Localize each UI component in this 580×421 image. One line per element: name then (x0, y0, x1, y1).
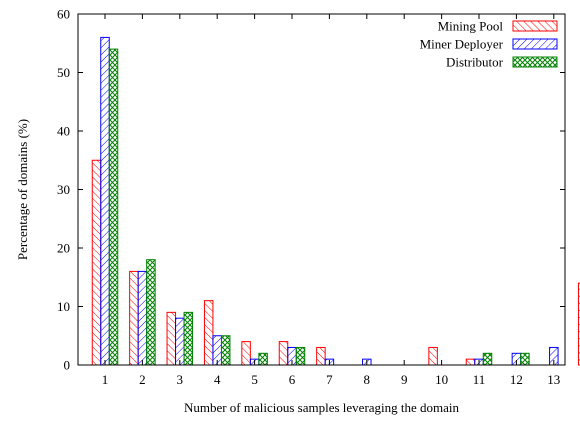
bar-distributor-12 (520, 352, 530, 366)
legend-item-distributor: Distributor (446, 55, 558, 70)
x-tick-label-1: 1 (102, 372, 109, 387)
bar-miner-deployer-3 (175, 317, 185, 366)
bar-mining-pool-2 (129, 270, 139, 366)
x-tick-label-10: 10 (435, 372, 448, 387)
legend-swatch (512, 20, 558, 32)
x-tick-label-6: 6 (289, 372, 296, 387)
bar-mining-pool-6 (278, 341, 289, 366)
plot-frame (77, 13, 566, 366)
bar-distributor-1 (108, 48, 119, 366)
bar-distributor-3 (183, 311, 194, 366)
legend-label: Distributor (446, 55, 504, 70)
bar-distributor-11 (482, 352, 493, 366)
x-axis-label: Number of malicious samples leveraging t… (184, 400, 460, 415)
bar-distributor-2 (146, 259, 156, 366)
bar-distributor-6 (295, 346, 306, 366)
legend-item-mining-pool: Mining Pool (438, 19, 558, 34)
bar-distributor-4 (220, 335, 231, 366)
bars-group (91, 36, 580, 366)
bar-mining-pool-5 (241, 341, 251, 366)
bar-mining-pool-4 (203, 300, 214, 366)
x-tick-label-12: 12 (510, 372, 523, 387)
bar-mining-pool-3 (166, 311, 177, 366)
y-tick-label-50: 50 (57, 65, 70, 80)
ticks-group: 01020304050601234567891011121314+ (57, 7, 565, 387)
x-tick-label-5: 5 (251, 372, 258, 387)
x-tick-label-8: 8 (364, 372, 371, 387)
y-axis-label: Percentage of domains (%) (15, 119, 30, 260)
x-tick-label-9: 9 (401, 372, 408, 387)
bar-mining-pool-14+ (577, 282, 580, 366)
y-tick-label-10: 10 (57, 299, 70, 314)
bar-mining-pool-10 (428, 346, 438, 366)
y-tick-label-0: 0 (64, 358, 71, 373)
legend-label: Mining Pool (438, 19, 504, 34)
bar-mining-pool-11 (465, 358, 476, 366)
bar-mining-pool-1 (91, 159, 102, 366)
y-tick-label-30: 30 (57, 182, 70, 197)
y-tick-label-60: 60 (57, 7, 70, 22)
y-tick-label-20: 20 (57, 241, 70, 256)
x-tick-label-11: 11 (473, 372, 486, 387)
x-tick-label-3: 3 (177, 372, 184, 387)
x-tick-label-4: 4 (214, 372, 221, 387)
legend-swatch (512, 56, 558, 68)
x-tick-label-13: 13 (547, 372, 560, 387)
bar-distributor-5 (258, 352, 268, 366)
legend-item-miner-deployer: Miner Deployer (420, 37, 558, 52)
legend: Mining Pool Miner Deployer Distributor (420, 19, 558, 70)
y-tick-label-40: 40 (57, 124, 70, 139)
bar-miner-deployer-1 (100, 36, 110, 366)
x-tick-label-2: 2 (139, 372, 146, 387)
legend-label: Miner Deployer (420, 37, 504, 52)
bar-mining-pool-7 (316, 346, 326, 366)
bar-miner-deployer-2 (137, 270, 148, 366)
x-tick-label-7: 7 (326, 372, 333, 387)
legend-swatch (512, 38, 558, 50)
